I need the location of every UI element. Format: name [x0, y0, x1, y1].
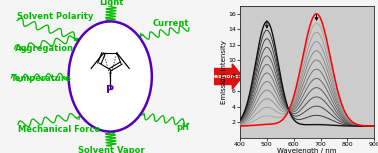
Text: Light: Light: [99, 0, 124, 7]
X-axis label: Wavelength / nm: Wavelength / nm: [277, 148, 337, 153]
Y-axis label: Emission intensity: Emission intensity: [221, 40, 226, 104]
Text: P: P: [106, 85, 114, 95]
Text: Current: Current: [152, 19, 189, 28]
Text: Mechanical Force: Mechanical Force: [18, 125, 100, 134]
Text: Aggregation: Aggregation: [15, 45, 74, 53]
FancyArrow shape: [214, 64, 242, 89]
Text: pH: pH: [176, 123, 189, 132]
Ellipse shape: [68, 21, 152, 132]
Text: Response: Response: [209, 74, 243, 79]
Text: Solvent Polarity: Solvent Polarity: [17, 12, 93, 21]
Text: Solvent Vapor: Solvent Vapor: [78, 146, 145, 153]
Text: Temperature: Temperature: [11, 74, 72, 82]
